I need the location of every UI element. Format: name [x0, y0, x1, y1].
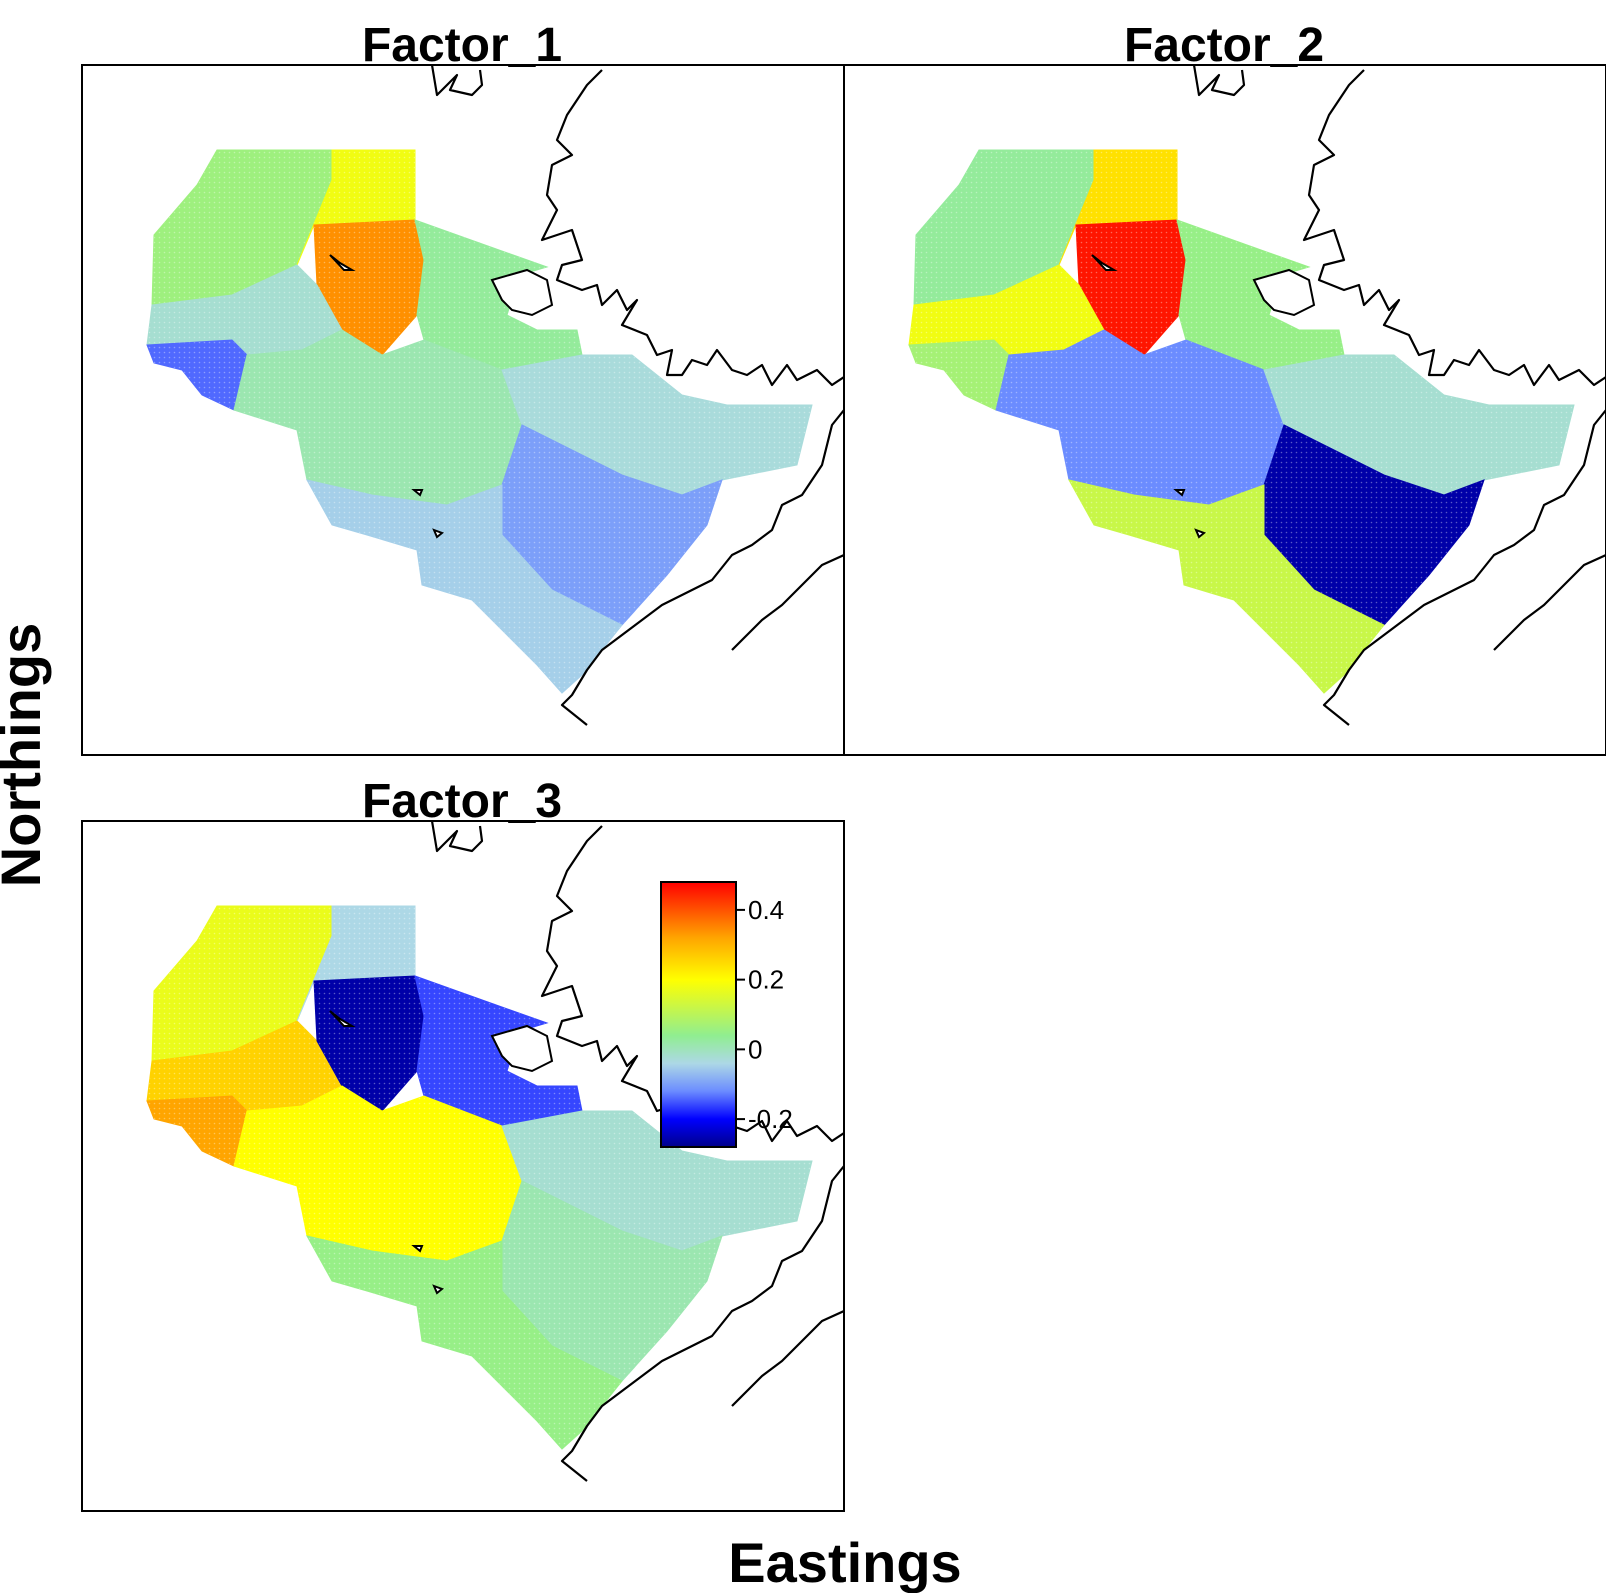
- legend-tick-label: 0.4: [748, 895, 784, 925]
- color-legend: 0.4 0.2 0 -0.2: [660, 881, 793, 1148]
- panel-title: Factor_1: [362, 19, 562, 72]
- map-region-texture: [1264, 355, 1574, 495]
- map-region-texture: [307, 480, 622, 693]
- x-axis-title: Eastings: [728, 1531, 961, 1593]
- map-region-texture: [914, 150, 1094, 305]
- panel-title: Factor_3: [362, 775, 562, 828]
- coastline: [430, 65, 844, 726]
- islet-outline: [432, 1284, 444, 1295]
- map-region-texture: [1069, 480, 1384, 693]
- map-region-texture: [1264, 425, 1484, 625]
- map-region-texture: [147, 1021, 342, 1111]
- islet-outline: [411, 1245, 424, 1253]
- islet-outline: [329, 254, 356, 271]
- map-region-texture: [147, 1096, 247, 1166]
- map-region-texture: [297, 906, 415, 1021]
- legend-tick-label: 0: [748, 1034, 762, 1064]
- map-local: [146, 821, 844, 1482]
- island-outline: [1252, 268, 1316, 317]
- legend-color-bar: [660, 881, 737, 1148]
- islet-outline: [329, 1010, 356, 1027]
- islet-outline: [1091, 254, 1118, 271]
- map-region-texture: [152, 150, 332, 305]
- panel-title: Factor_2: [1124, 19, 1324, 72]
- map-region-texture: [234, 330, 522, 505]
- islet-outline: [432, 528, 444, 539]
- map-region-texture: [147, 265, 342, 355]
- map-local: [908, 65, 1606, 726]
- map-region-texture: [307, 1236, 622, 1449]
- map-region-texture: [314, 220, 424, 355]
- coastline: [430, 821, 844, 1482]
- map-clipped: [146, 65, 844, 726]
- map-region-texture: [1076, 220, 1186, 355]
- map-region-texture: [297, 150, 415, 265]
- map-region-texture: [314, 976, 424, 1111]
- map-region-texture: [152, 906, 332, 1061]
- map-region-texture: [234, 1086, 522, 1261]
- map-region-texture: [909, 340, 1009, 410]
- map-region-texture: [502, 425, 722, 625]
- island-outline: [490, 268, 554, 317]
- coastline: [1192, 65, 1606, 726]
- map-region-texture: [502, 1111, 812, 1251]
- islet-outline: [1173, 489, 1186, 497]
- map-region-texture: [996, 330, 1284, 505]
- legend-tick-label: -0.2: [748, 1104, 793, 1134]
- map-clipped: [908, 65, 1606, 726]
- map-region-texture: [502, 355, 812, 495]
- map-clipped: [146, 821, 844, 1482]
- islet-outline: [1194, 528, 1206, 539]
- map-panel-frame: [843, 64, 1606, 756]
- map-local: [146, 65, 844, 726]
- map-panels: Factor_1 Factor_2 Factor_3: [81, 19, 1606, 1512]
- map-region-texture: [1059, 150, 1177, 265]
- map-region-texture: [909, 265, 1104, 355]
- map-panel-frame: [81, 820, 845, 1512]
- map-region-texture: [147, 340, 247, 410]
- island-outline: [490, 1024, 554, 1073]
- islet-outline: [411, 489, 424, 497]
- legend-ticks: 0.4 0.2 0 -0.2: [736, 895, 793, 1134]
- legend-tick-label: 0.2: [748, 965, 784, 995]
- map-region-texture: [502, 1181, 722, 1381]
- y-axis-title: Northings: [0, 623, 52, 887]
